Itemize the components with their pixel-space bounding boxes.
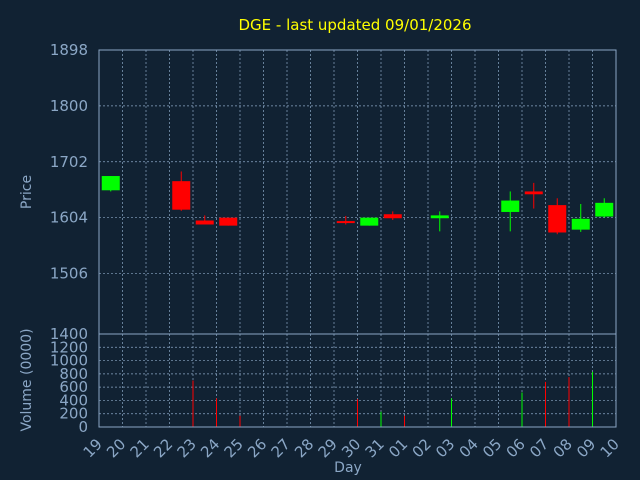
candle-body	[219, 217, 238, 226]
candle-body	[430, 215, 449, 219]
candle-body	[336, 221, 355, 224]
volume-tick-label: 400	[59, 391, 88, 409]
price-tick-label: 1702	[50, 153, 88, 171]
candle-body	[101, 176, 120, 191]
volume-tick-label: 1000	[50, 352, 88, 370]
candle-body	[195, 220, 214, 225]
volume-axis-label: Volume (0000)	[19, 328, 35, 431]
candle-body	[524, 191, 543, 195]
candles	[101, 171, 614, 235]
candle-body	[360, 217, 379, 226]
x-axis-label: Day	[334, 460, 362, 476]
price-tick-label: 1506	[50, 265, 88, 283]
volume-tick-label: 600	[59, 378, 88, 396]
candle-body	[548, 205, 567, 233]
x-ticks: 1920212223242526272829303101020304050607…	[80, 435, 623, 461]
candle-body	[501, 200, 520, 212]
price-tick-label: 1604	[50, 209, 88, 227]
volume-tick-label: 800	[59, 365, 88, 383]
volume-tick-label: 200	[59, 405, 88, 423]
volume-tick-label: 0	[78, 418, 88, 436]
price-tick-label: 1800	[50, 97, 88, 115]
price-axis-label: Price	[19, 175, 35, 209]
volume-bars	[192, 369, 617, 427]
price-grid	[99, 50, 616, 334]
candle-body	[571, 218, 590, 230]
price-tick-label: 1898	[50, 41, 88, 59]
volume-panel-frame	[98, 333, 617, 428]
candle-body	[172, 181, 191, 210]
chart-title: DGE - last updated 09/01/2026	[238, 16, 471, 34]
price-tick-label: 1400	[50, 325, 88, 343]
price-y-ticks: 1898 1800 1702 1604 1506 1400	[50, 41, 88, 343]
volume-tick-label: 1200	[50, 338, 88, 356]
candle-body	[595, 202, 614, 217]
candle-body	[383, 214, 402, 219]
